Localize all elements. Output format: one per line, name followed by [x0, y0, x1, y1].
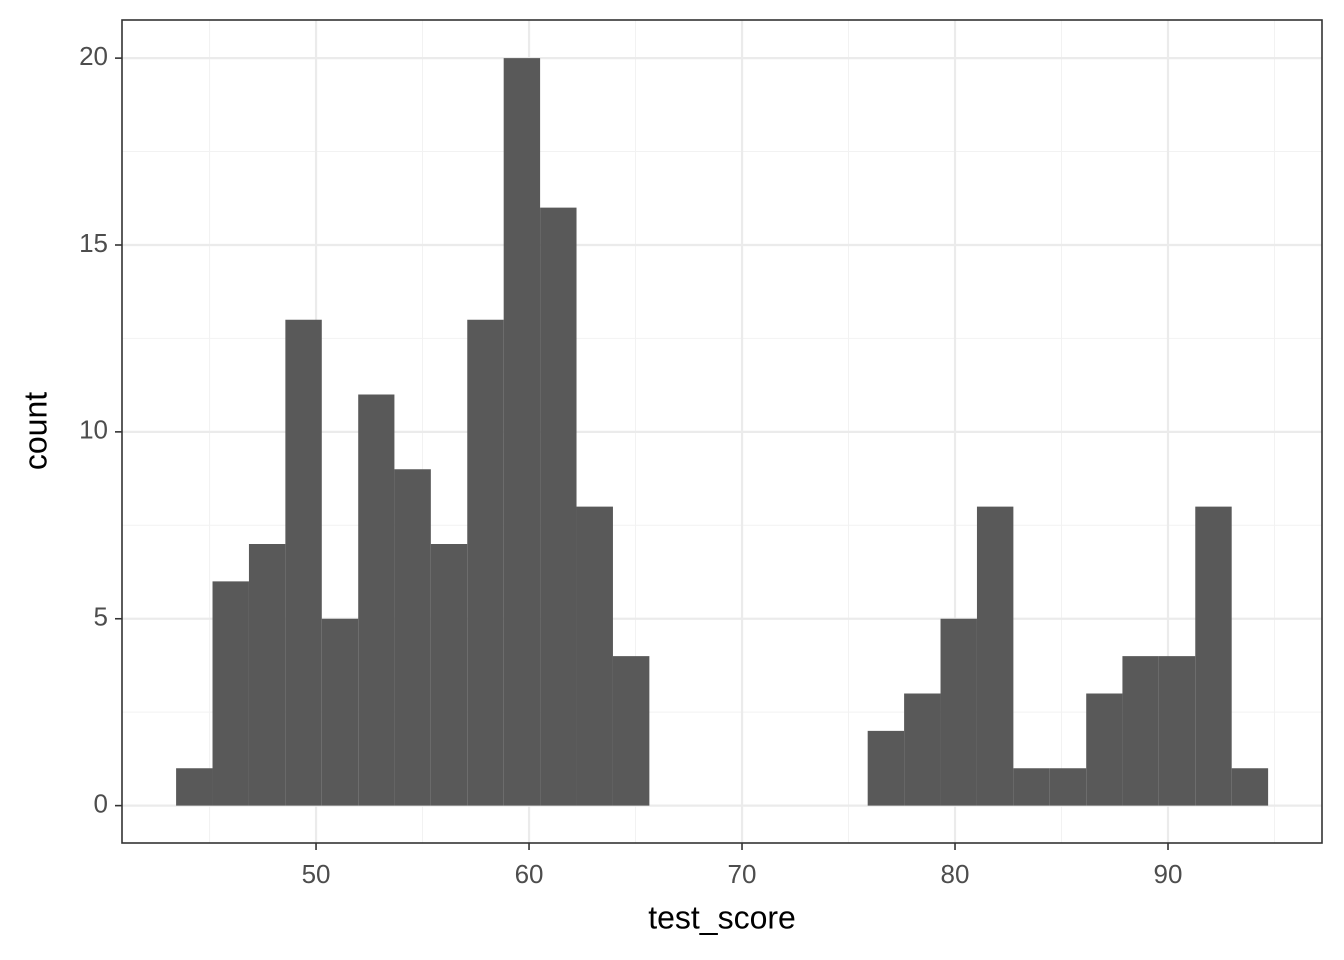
bar	[248, 543, 286, 806]
bar	[503, 58, 541, 806]
bar	[1195, 506, 1232, 806]
y-tick-label: 20	[79, 41, 108, 71]
bar	[1049, 768, 1087, 806]
y-axis-title: count	[17, 392, 53, 470]
y-tick-label: 15	[79, 228, 108, 258]
y-tick-label: 5	[94, 602, 108, 632]
x-axis-title: test_score	[648, 899, 796, 935]
bar	[430, 543, 468, 806]
x-tick-label: 70	[728, 859, 757, 889]
bar	[976, 506, 1014, 806]
bar	[467, 319, 504, 806]
x-tick-label: 80	[941, 859, 970, 889]
bar	[904, 693, 941, 806]
y-tick-label: 0	[94, 788, 108, 818]
bar	[867, 730, 905, 806]
bar	[212, 581, 249, 806]
y-tick-label: 10	[79, 415, 108, 445]
bar	[321, 618, 359, 806]
bars	[176, 58, 1269, 806]
bar	[1231, 768, 1269, 806]
bar	[394, 469, 431, 806]
bar	[176, 768, 213, 806]
bar	[285, 319, 322, 806]
x-tick-label: 50	[302, 859, 331, 889]
bar	[540, 207, 577, 806]
bar	[1013, 768, 1050, 806]
bar	[940, 618, 977, 806]
bar	[1086, 693, 1123, 806]
bar	[576, 506, 613, 806]
bar	[612, 656, 650, 806]
x-tick-label: 60	[515, 859, 544, 889]
bar	[1158, 656, 1196, 806]
x-tick-label: 90	[1154, 859, 1183, 889]
bar	[358, 394, 395, 806]
bar	[1122, 656, 1159, 806]
